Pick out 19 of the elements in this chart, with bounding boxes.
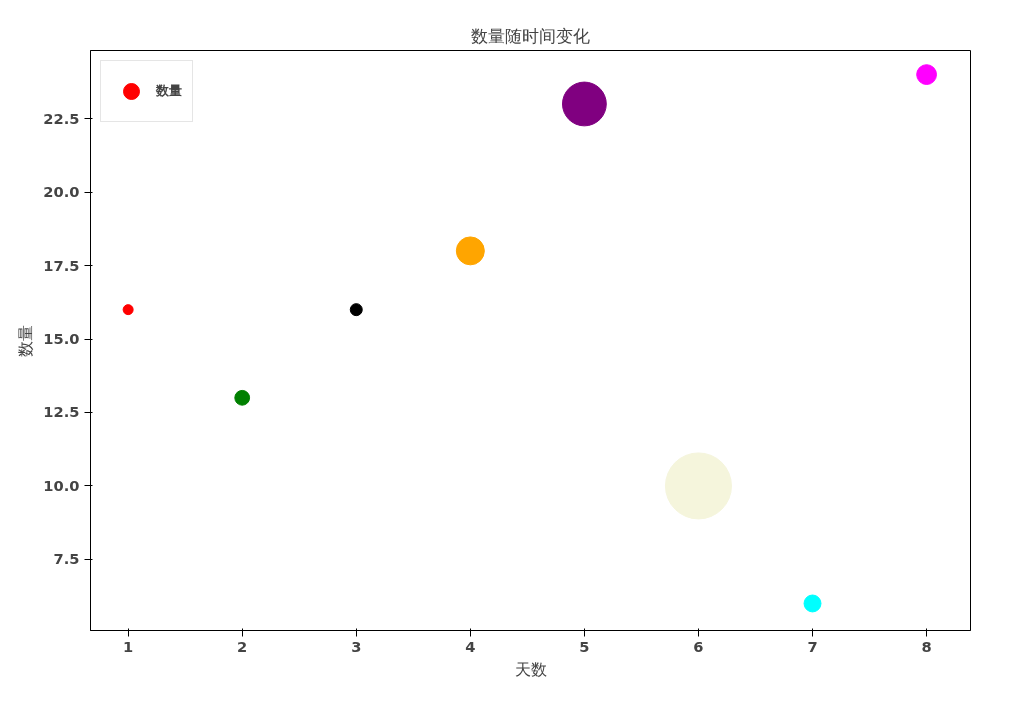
x-axis-title: 天数 xyxy=(514,659,547,679)
x-tick-label: 1 xyxy=(123,637,134,655)
x-tick-label: 6 xyxy=(693,637,704,655)
y-tick-label: 22.5 xyxy=(43,109,80,127)
x-tick-label: 7 xyxy=(807,637,818,655)
x-tick-label: 8 xyxy=(921,637,932,655)
y-tick-label: 10.0 xyxy=(43,476,80,494)
x-tick-label: 2 xyxy=(237,637,248,655)
legend-label: 数量 xyxy=(156,82,182,100)
y-axis-title: 数量 xyxy=(16,324,36,357)
x-tick-label: 5 xyxy=(579,637,590,655)
x-tick-label: 3 xyxy=(351,637,362,655)
y-tick-label: 7.5 xyxy=(53,550,80,568)
x-tick-label: 4 xyxy=(465,637,476,655)
y-tick-label: 17.5 xyxy=(43,256,80,274)
y-tick-label: 20.0 xyxy=(43,183,80,201)
y-tick-label: 15.0 xyxy=(43,330,80,348)
chart-title: 数量随时间变化 xyxy=(471,25,590,46)
y-tick-label: 12.5 xyxy=(43,403,80,421)
